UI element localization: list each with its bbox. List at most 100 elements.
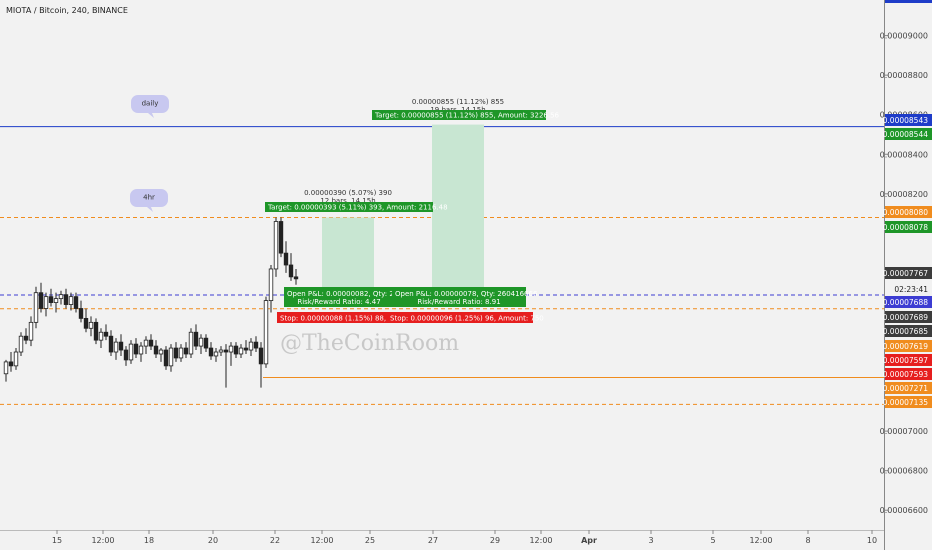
candle-body: [238, 347, 244, 355]
pos2-open-box[interactable]: [392, 287, 526, 307]
price-tag-box: [885, 311, 932, 323]
price-tag-label: 0.00007597: [883, 356, 929, 365]
candle-body: [138, 345, 144, 355]
candle-body: [43, 296, 49, 309]
candle-body: [263, 300, 269, 365]
pos2-target-text: Target: 0.00000855 (11.12%) 855, Amount:…: [374, 112, 560, 120]
pos1-stop-box[interactable]: [277, 312, 387, 323]
candle-body: [183, 347, 189, 355]
price-tag-box: [885, 128, 932, 140]
price-tag-box: [885, 267, 932, 279]
time-tick-label: 20: [208, 536, 218, 545]
candle-body: [78, 308, 84, 319]
candle-body: [223, 349, 229, 353]
candle-body: [233, 345, 239, 355]
candle-body: [63, 294, 69, 305]
position-target-zone-2[interactable]: [432, 124, 484, 295]
candle-body: [168, 347, 174, 367]
daily-note-bubble[interactable]: [131, 95, 169, 118]
time-tick-label: 22: [270, 536, 280, 545]
candle-body: [163, 349, 169, 367]
pos2-target-box[interactable]: [372, 110, 546, 120]
pos1-bars: 12 bars, 14.15h: [320, 197, 375, 205]
candle-body: [273, 221, 279, 270]
price-tag-label: 0.00007271: [883, 384, 929, 393]
candle-body: [113, 341, 119, 353]
time-tick-label: 12:00: [529, 536, 552, 545]
candle-body: [88, 321, 94, 329]
candle-body: [253, 341, 259, 349]
hr4-note-text: 4hr: [143, 194, 155, 202]
pos1-open-box[interactable]: [284, 287, 394, 307]
pos2-rr-text: Risk/Reward Ratio: 8.91: [417, 298, 500, 306]
price-tag-box: [885, 368, 932, 380]
price-tick-label: 0.00008800: [880, 71, 928, 80]
candle-body: [108, 335, 114, 353]
pos1-target-text: Target: 0.00000393 (5.11%) 393, Amount: …: [267, 204, 448, 212]
position-target-zone-1[interactable]: [322, 217, 374, 295]
candle-body: [48, 296, 54, 303]
candle-body: [133, 343, 139, 355]
pos2-open-text: Open P&L: 0.00000078, Qty: 260416666: [395, 290, 538, 298]
watermark: @TheCoinRoom: [280, 331, 459, 356]
pos2-stop-text: Stop: 0.00000096 (1.25%) 96, Amount: 750: [390, 315, 544, 323]
pos1-target-box[interactable]: [265, 202, 433, 212]
price-tick-label: 0.00008200: [880, 190, 928, 199]
time-tick-label: 29: [490, 536, 500, 545]
candle-body: [213, 351, 219, 357]
time-scale-ticks[interactable]: 15 12:00 18 20 22 12:00 25 27 29 12:00 Apr 3 5 12:00 8…: [52, 530, 877, 545]
price-tag-label: 0.00008543: [883, 116, 929, 125]
price-scale-tags: 0.00008543 0.00008544 0.00008080 0.00008078…: [883, 114, 932, 408]
time-tick-label: 27: [428, 536, 438, 545]
pos2-header: 0.00000855 (11.12%) 855: [412, 98, 504, 106]
candle-body: [208, 347, 214, 357]
candle-body: [158, 349, 164, 355]
daily-note-text: daily: [142, 100, 159, 108]
candle-body: [218, 349, 224, 353]
pos2-stop-box[interactable]: [387, 312, 533, 323]
time-tick-label: 10: [867, 536, 877, 545]
candle-body: [193, 331, 199, 347]
price-tick-label: 0.00007000: [880, 427, 928, 436]
candle-body: [98, 331, 104, 341]
candle-body: [278, 221, 284, 254]
price-tag-box: [885, 382, 932, 394]
hr4-note-bubble[interactable]: [130, 189, 168, 212]
price-tag-label: 0.00007619: [883, 342, 929, 351]
candle-body: [248, 341, 254, 351]
price-tag-box: [885, 296, 932, 308]
candle-body: [123, 349, 129, 361]
pos1-header: 0.00000390 (5.07%) 390: [304, 189, 392, 197]
price-tag-label: 0.00008544: [883, 130, 929, 139]
candle-body: [83, 317, 89, 329]
candle-body: [93, 321, 99, 341]
time-tick-label: Apr: [581, 536, 597, 545]
time-tick-label: 12:00: [749, 536, 772, 545]
candle-body: [228, 345, 234, 353]
price-tag-label: 02:23:41: [894, 285, 928, 294]
price-tick-label: 0.00008400: [880, 150, 928, 159]
price-tag-box: [885, 114, 932, 126]
candle-body: [178, 347, 184, 359]
candle-body: [8, 361, 14, 367]
candle-body: [3, 361, 9, 375]
candle-body: [118, 341, 124, 351]
price-tag-box: [885, 283, 932, 295]
candle-body: [13, 351, 19, 367]
time-tick-label: 12:00: [91, 536, 114, 545]
price-tag-label: 0.00007685: [883, 327, 929, 336]
candle-body: [38, 292, 44, 309]
candle-body: [148, 339, 154, 347]
price-tag-label: 0.00007767: [883, 269, 929, 278]
price-tag-box: [885, 221, 932, 233]
price-tag-label: 0.00007689: [883, 313, 929, 322]
candle-body: [28, 321, 34, 341]
price-tag-box: [885, 340, 932, 352]
price-tick-label: 0.00006600: [880, 506, 928, 515]
price-tick-label: 0.00009000: [880, 32, 928, 41]
candle-body: [243, 347, 249, 351]
candle-body: [73, 296, 79, 309]
candle-body: [103, 331, 109, 337]
